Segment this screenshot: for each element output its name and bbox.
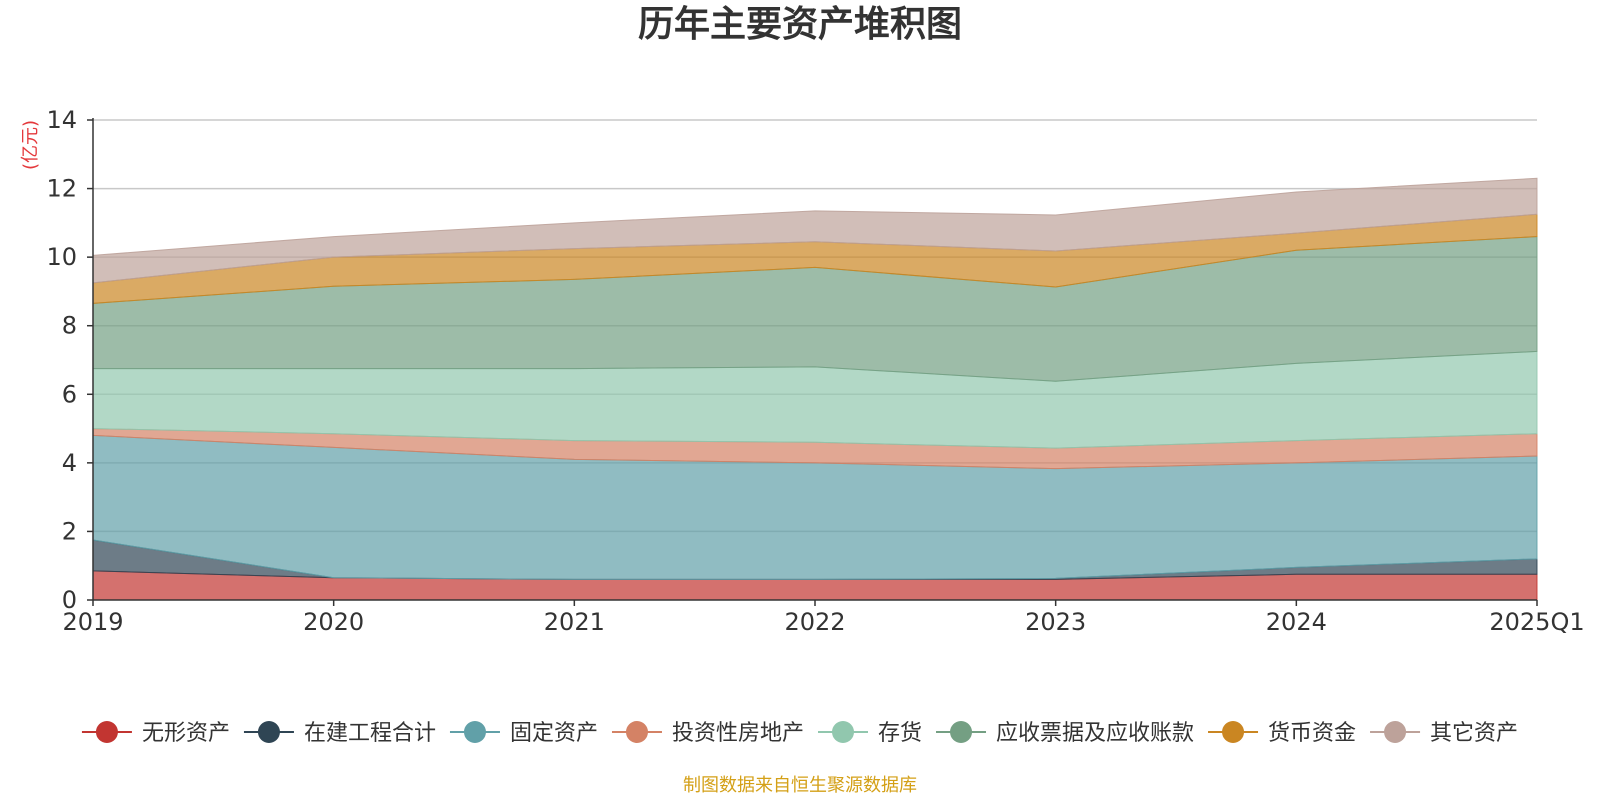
legend-marker-3 [625,721,648,743]
area-series-7[interactable] [92,177,1538,284]
legend-item-7[interactable]: 其它资产 [1370,721,1518,746]
legend-marker-0 [95,721,118,743]
x-tick-label-2020: 2020 [303,608,364,636]
y-tick-label-4: 4 [62,449,77,477]
y-tick-label-14: 14 [46,106,77,134]
x-tick-label-2021: 2021 [544,608,605,636]
x-tick-label-2022: 2022 [784,608,845,636]
legend-label-1: 在建工程合计 [304,721,436,746]
y-tick-label-0: 0 [62,586,77,614]
x-tick-label-2024: 2024 [1266,608,1327,636]
legend-label-5: 应收票据及应收账款 [996,721,1194,746]
legend-marker-4 [832,721,854,743]
legend-marker-2 [463,721,486,743]
legend-marker-1 [257,721,280,743]
legend-item-6[interactable]: 货币资金 [1208,721,1356,746]
legend-marker-5 [950,721,973,743]
y-tick-label-2: 2 [62,517,77,545]
legend-label-3: 投资性房地产 [672,721,804,746]
y-tick-label-10: 10 [46,243,77,271]
legend-item-2[interactable]: 固定资产 [449,721,598,746]
legend-item-1[interactable]: 在建工程合计 [243,721,436,746]
y-tick-label-6: 6 [62,380,77,408]
x-tick-label-2019: 2019 [62,608,123,636]
legend-marker-7 [1384,721,1407,743]
data-source-note: 制图数据来自恒生聚源数据库 [683,775,917,796]
chart-title: 历年主要资产堆积图 [638,4,962,45]
legend-label-7: 其它资产 [1430,721,1518,746]
axes: 0 2 4 6 8 10 12 14 2019 2020 2021 2022 2023 2024 2025Q… [46,106,1584,636]
legend-item-5[interactable]: 应收票据及应收账款 [936,721,1194,746]
x-tick-label-2023: 2023 [1025,608,1086,636]
legend-marker-6 [1222,721,1245,743]
legend-label-0: 无形资产 [142,721,230,746]
legend-label-4: 存货 [878,721,922,746]
x-tick-label-2025Q1: 2025Q1 [1489,608,1584,636]
legend: 无形资产 在建工程合计 固定资产 投资性房地产 存货 应收票据及应收账款 货币资金 其它资产 [81,721,1518,746]
legend-item-3[interactable]: 投资性房地产 [611,721,804,746]
y-tick-label-12: 12 [46,175,77,203]
legend-label-2: 固定资产 [510,721,598,746]
y-tick-label-8: 8 [62,312,77,340]
legend-item-4[interactable]: 存货 [818,721,922,746]
legend-label-6: 货币资金 [1268,721,1356,746]
y-axis-unit-label: (亿元) [20,120,41,170]
legend-item-0[interactable]: 无形资产 [81,721,230,746]
area-series-group [92,177,1538,601]
